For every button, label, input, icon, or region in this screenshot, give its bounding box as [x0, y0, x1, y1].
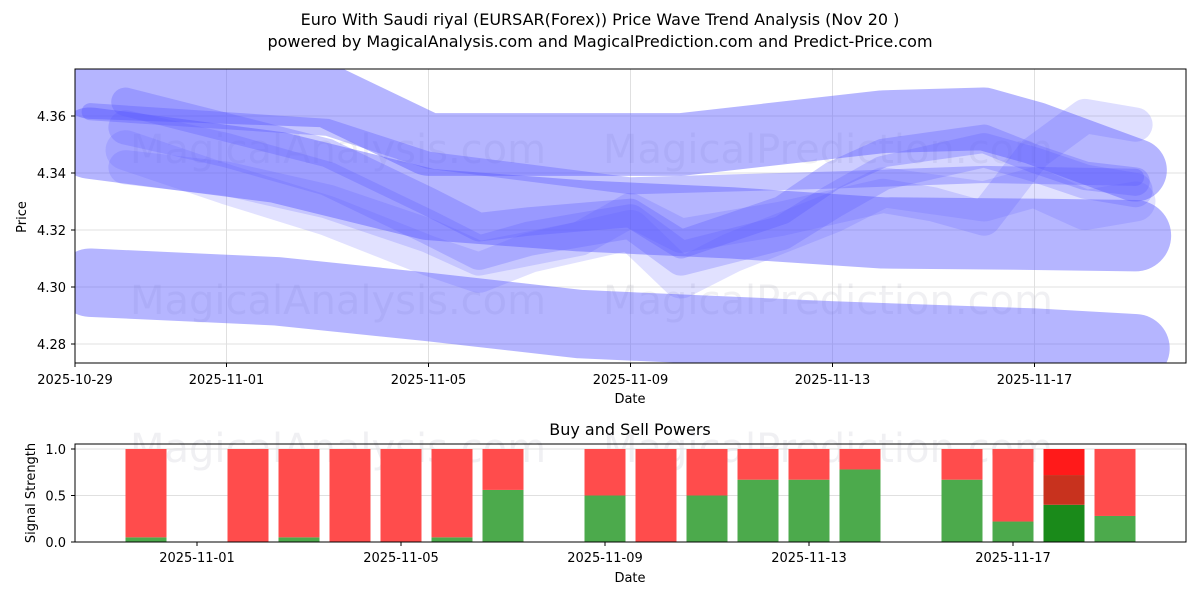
- x-tick-label: 2025-11-13: [771, 551, 847, 566]
- signal-bar-segment: [1044, 505, 1085, 542]
- buy-bar: [738, 480, 779, 542]
- y-tick-label: 4.30: [37, 281, 66, 296]
- signal-bar: [126, 449, 167, 542]
- signal-bar: [789, 449, 830, 542]
- signal-bar: [687, 449, 728, 542]
- buy-bar: [687, 496, 728, 543]
- sell-bar: [636, 449, 677, 542]
- x-tick-label: 2025-11-01: [189, 373, 265, 388]
- signal-y-axis-label: Signal Strength: [24, 443, 39, 543]
- price-y-axis-label: Price: [15, 201, 30, 233]
- y-tick-label: 4.34: [37, 167, 66, 182]
- x-tick-label: 2025-11-09: [593, 373, 669, 388]
- buy-bar: [840, 469, 881, 542]
- signal-bar: [381, 449, 422, 542]
- sell-bar: [993, 449, 1034, 522]
- wave-bands: [90, 88, 1135, 349]
- y-tick-label: 4.32: [37, 224, 66, 239]
- signal-bar: [993, 449, 1034, 542]
- x-tick-label: 2025-11-05: [363, 551, 439, 566]
- x-tick-label: 2025-11-17: [975, 551, 1051, 566]
- buy-bar: [483, 490, 524, 542]
- y-tick-label: 4.28: [37, 338, 66, 353]
- x-tick-label: 2025-11-01: [159, 551, 235, 566]
- signal-bar: [585, 449, 626, 542]
- sell-bar: [738, 449, 779, 480]
- sell-bar: [840, 449, 881, 469]
- signal-bar: [432, 449, 473, 542]
- signal-x-axis-label: Date: [614, 571, 645, 586]
- price-x-axis-label: Date: [614, 392, 645, 407]
- signal-bar: [1095, 449, 1136, 542]
- signal-bar-segment: [1044, 449, 1085, 475]
- y-tick-label: 0.5: [45, 490, 66, 505]
- sell-bar: [330, 449, 371, 542]
- y-tick-label: 4.36: [37, 110, 66, 125]
- signal-bar-segment: [1044, 475, 1085, 505]
- buy-bar: [126, 537, 167, 542]
- signal-bar: [330, 449, 371, 542]
- sell-bar: [432, 449, 473, 537]
- figure: MagicalAnalysis.com MagicalPrediction.co…: [0, 0, 1200, 600]
- sell-bar: [585, 449, 626, 496]
- buy-bar: [432, 537, 473, 542]
- buy-bar: [942, 480, 983, 542]
- y-tick-label: 1.0: [45, 443, 66, 458]
- signal-bar: [840, 449, 881, 542]
- x-tick-label: 2025-10-29: [37, 373, 113, 388]
- buy-bar: [993, 522, 1034, 542]
- price-wave-chart: MagicalAnalysis.com MagicalPrediction.co…: [15, 69, 1186, 407]
- x-tick-label: 2025-11-09: [567, 551, 643, 566]
- sell-bar: [381, 449, 422, 542]
- signal-bar: [279, 449, 320, 542]
- signal-bar: [483, 449, 524, 542]
- buy-bar: [585, 496, 626, 543]
- sell-bar: [483, 449, 524, 490]
- signal-bar: [738, 449, 779, 542]
- buy-sell-chart: Buy and Sell Powers MagicalAnalysis.com …: [24, 420, 1186, 586]
- signal-bar: [1044, 449, 1085, 542]
- sell-bar: [1095, 449, 1136, 516]
- signal-bar: [942, 449, 983, 542]
- sell-bar: [687, 449, 728, 496]
- buy-bar: [789, 480, 830, 542]
- sell-bar: [279, 449, 320, 537]
- signal-bar: [228, 449, 269, 542]
- y-tick-label: 0.0: [45, 536, 66, 551]
- sell-bar: [942, 449, 983, 480]
- sell-bar: [789, 449, 830, 480]
- signal-bar: [636, 449, 677, 542]
- x-tick-label: 2025-11-05: [391, 373, 467, 388]
- x-tick-label: 2025-11-17: [997, 373, 1073, 388]
- sell-bar: [126, 449, 167, 537]
- x-tick-label: 2025-11-13: [795, 373, 871, 388]
- buy-bar: [1095, 516, 1136, 542]
- sell-bar: [228, 449, 269, 542]
- buy-bar: [279, 537, 320, 542]
